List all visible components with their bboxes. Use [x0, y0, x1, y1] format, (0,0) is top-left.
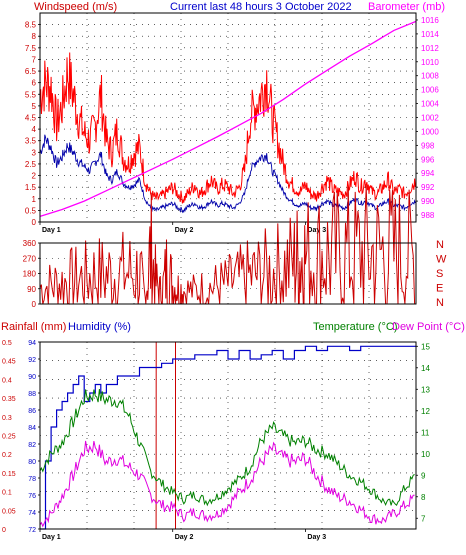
humidity-axis-tick-label: 76 [28, 493, 36, 500]
barometer-axis-tick-label: 996 [421, 155, 435, 164]
barometer-axis-tick-label: 1014 [421, 30, 439, 39]
windspeed-axis-tick-label: 6 [32, 79, 37, 88]
windspeed-axis-tick-label: 4 [32, 125, 37, 134]
temperature-axis-tick-label: 14 [421, 364, 430, 373]
humidity-axis-tick-label: 84 [28, 425, 36, 432]
temperature-axis-tick-label: 10 [421, 450, 430, 459]
barometer-axis-tick-label: 1004 [421, 100, 439, 109]
wind-direction-series-line [39, 185, 416, 305]
windspeed-axis-tick-label: 8.5 [25, 21, 37, 30]
temperature-axis-tick-label: 7 [421, 514, 426, 523]
barometer-axis-tick-label: 992 [421, 183, 435, 192]
direction-axis-tick-label: 90 [27, 285, 36, 294]
humidity-axis-tick-label: 82 [28, 442, 36, 449]
barometer-axis-tick-label: 1010 [421, 58, 439, 67]
rainfall-axis-label: Rainfall (mm) [1, 321, 66, 333]
barometer-axis-tick-label: 1008 [421, 72, 439, 81]
barometer-axis-tick-label: 998 [421, 141, 435, 150]
compass-label-n: N [436, 239, 444, 251]
barometer-axis-tick-label: 1002 [421, 114, 439, 123]
barometer-axis-tick-label: 1006 [421, 86, 439, 95]
barometer-axis-tick-label: 1016 [421, 16, 439, 25]
barometer-axis-tick-label: 988 [421, 211, 435, 220]
temp-x-axis-day-label: Day 1 [42, 534, 61, 541]
direction-axis-tick-label: 360 [23, 239, 37, 248]
compass-label-s: S [436, 268, 443, 280]
direction-axis-tick-label: 180 [23, 270, 37, 279]
windspeed-axis-tick-label: 5.5 [25, 90, 37, 99]
temperature-axis-tick-label: 9 [421, 471, 426, 480]
temperature-axis-tick-label: 8 [421, 493, 426, 502]
temperature-axis-tick-label: 11 [421, 428, 430, 437]
rainfall-axis-tick-label: 0.4 [2, 377, 12, 384]
barometer-axis-tick-label: 1000 [421, 127, 439, 136]
gust-series-line [39, 134, 416, 214]
humidity-axis-tick-label: 92 [28, 357, 36, 364]
windspeed-axis-tick-label: 5 [32, 102, 37, 111]
windspeed-axis-tick-label: 3.5 [25, 137, 37, 146]
humidity-axis-tick-label: 86 [28, 408, 36, 415]
humidity-axis-tick-label: 74 [28, 510, 36, 517]
temperature-axis-label: Temperature (°C) [313, 321, 397, 333]
barometer-axis-tick-label: 1012 [421, 44, 439, 53]
windspeed-axis-tick-label: 6.5 [25, 67, 37, 76]
temperature-axis-tick-label: 15 [421, 342, 430, 351]
rainfall-axis-tick-label: 0.2 [2, 452, 12, 459]
windspeed-axis-tick-label: 1.5 [25, 183, 37, 192]
windspeed-axis-tick-label: 2 [32, 172, 37, 181]
compass-label-n: N [436, 297, 444, 309]
humidity-axis-tick-label: 72 [28, 527, 36, 534]
direction-axis-tick-label: 270 [23, 254, 37, 263]
humidity-axis-tick-label: 90 [28, 374, 36, 381]
humidity-axis-tick-label: 88 [28, 391, 36, 398]
barometer-axis-tick-label: 990 [421, 197, 435, 206]
compass-label-e: E [436, 283, 443, 295]
humidity-axis-label: Humidity (%) [68, 321, 131, 333]
rainfall-axis-tick-label: 0.5 [2, 340, 12, 347]
rainfall-axis-tick-label: 0.45 [2, 359, 16, 366]
dew-point-axis-label: Dew Point (°C) [392, 321, 465, 333]
temperature-axis-tick-label: 12 [421, 407, 430, 416]
windspeed-axis-tick-label: 8 [32, 32, 37, 41]
rainfall-axis-tick-label: 0.05 [2, 508, 16, 515]
rainfall-axis-tick-label: 0.3 [2, 415, 12, 422]
windspeed-axis-tick-label: 7 [32, 55, 37, 64]
barometer-axis-label: Barometer (mb) [368, 1, 445, 13]
wind-x-axis-day-label: Day 1 [42, 227, 61, 234]
windspeed-axis-tick-label: 2.5 [25, 160, 37, 169]
windspeed-axis-tick-label: 1 [32, 195, 37, 204]
rainfall-axis-tick-label: 0.35 [2, 396, 16, 403]
direction-axis-tick-label: 0 [32, 300, 37, 309]
windspeed-axis-tick-label: 0.5 [25, 206, 37, 215]
barometer-series-line [39, 20, 417, 218]
temperature-axis-tick-label: 13 [421, 385, 430, 394]
rainfall-axis-tick-label: 0.15 [2, 471, 16, 478]
rainfall-axis-tick-label: 0.1 [2, 490, 12, 497]
rainfall-axis-tick-label: 0.25 [2, 434, 16, 441]
temp-x-axis-day-label: Day 3 [307, 534, 326, 541]
humidity-axis-tick-label: 78 [28, 476, 36, 483]
windspeed-axis-tick-label: 0 [32, 218, 37, 227]
rainfall-axis-tick-label: 0 [2, 527, 6, 534]
humidity-axis-tick-label: 80 [28, 459, 36, 466]
temp-x-axis-day-label: Day 2 [175, 534, 194, 541]
wind-x-axis-day-label: Day 3 [307, 227, 326, 234]
chart-title: Current last 48 hours 3 October 2022 [170, 1, 352, 13]
barometer-axis-tick-label: 994 [421, 169, 435, 178]
humidity-series-line [40, 345, 416, 530]
windspeed-axis-tick-label: 4.5 [25, 114, 37, 123]
compass-label-w: W [436, 254, 447, 266]
wind-x-axis-day-label: Day 2 [175, 227, 194, 234]
dew-point-series-line [39, 440, 415, 528]
windspeed-axis-tick-label: 3 [32, 148, 37, 157]
windspeed-axis-label: Windspeed (m/s) [34, 1, 117, 13]
temperature-series-line [39, 388, 415, 507]
temperature-panel-frame [39, 341, 417, 530]
rainfall-series-line [40, 341, 416, 530]
windspeed-axis-tick-label: 7.5 [25, 44, 37, 53]
humidity-axis-tick-label: 94 [28, 340, 36, 347]
windspeed-series-line [39, 52, 416, 204]
